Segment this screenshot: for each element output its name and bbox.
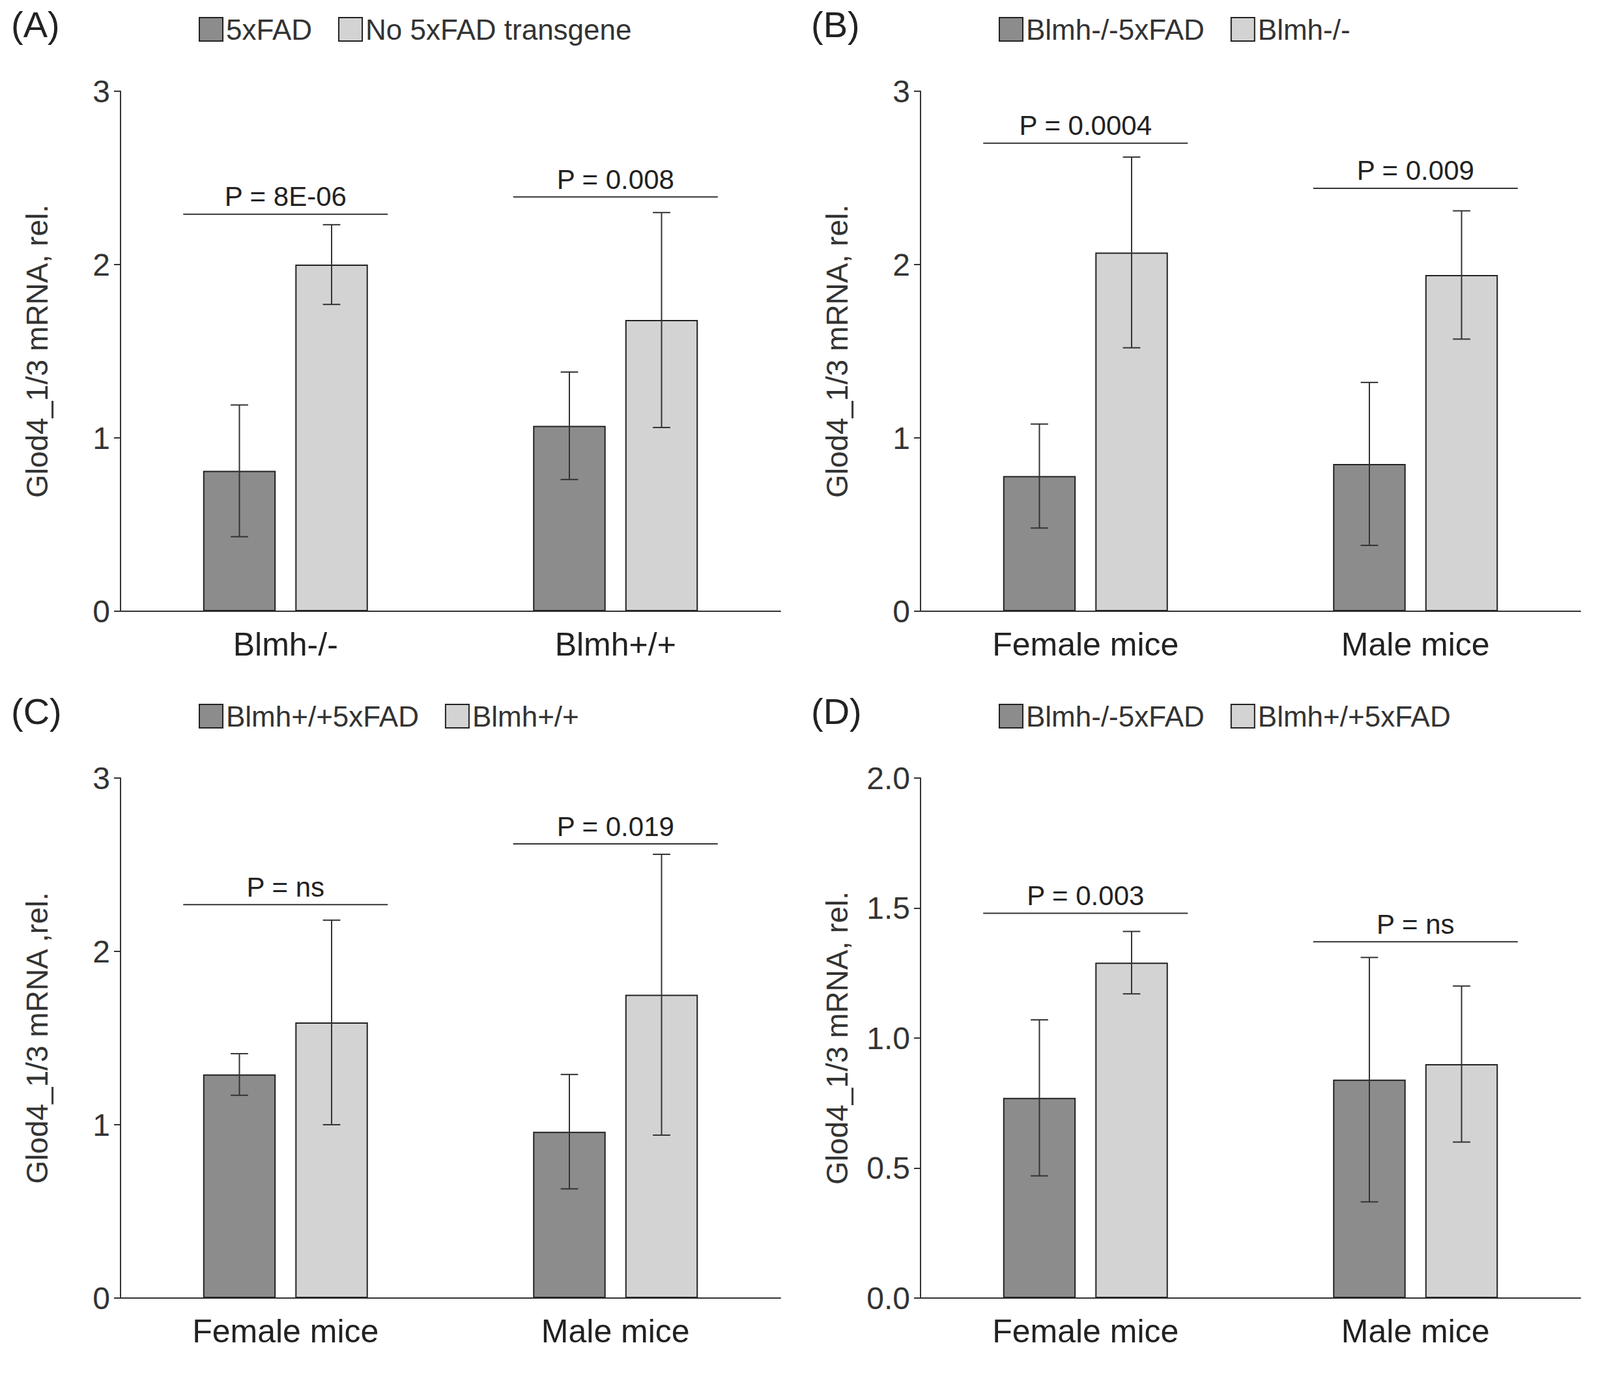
- svg-text:P = ns: P = ns: [246, 871, 325, 902]
- svg-text:(C): (C): [11, 689, 62, 731]
- svg-text:Glod4_1/3 mRNA, rel.: Glod4_1/3 mRNA, rel.: [820, 204, 855, 498]
- svg-text:1: 1: [92, 1106, 111, 1142]
- svg-text:2: 2: [892, 247, 911, 283]
- svg-text:Female mice: Female mice: [992, 626, 1179, 663]
- svg-text:P = 0.019: P = 0.019: [557, 810, 675, 842]
- svg-text:2: 2: [92, 247, 111, 283]
- svg-text:5xFAD: 5xFAD: [226, 13, 313, 46]
- svg-text:1: 1: [92, 420, 111, 456]
- svg-text:1.5: 1.5: [866, 890, 911, 926]
- svg-text:(A): (A): [11, 3, 60, 45]
- svg-text:(D): (D): [811, 689, 862, 731]
- svg-text:2.0: 2.0: [866, 760, 911, 795]
- svg-text:P = 0.008: P = 0.008: [557, 164, 675, 195]
- svg-text:Blmh+/+: Blmh+/+: [472, 699, 580, 732]
- svg-text:1: 1: [892, 420, 911, 456]
- svg-text:P = 0.003: P = 0.003: [1026, 879, 1144, 911]
- svg-text:0: 0: [92, 1280, 111, 1315]
- svg-text:Female mice: Female mice: [192, 1312, 379, 1350]
- svg-text:Blmh+/+: Blmh+/+: [555, 626, 677, 663]
- svg-text:0: 0: [92, 594, 111, 629]
- svg-text:Glod4_1/3 mRNA ,rel.: Glod4_1/3 mRNA ,rel.: [20, 891, 55, 1184]
- svg-text:(B): (B): [811, 3, 860, 45]
- svg-text:Blmh+/+5xFAD: Blmh+/+5xFAD: [226, 699, 419, 732]
- svg-text:Glod4_1/3 mRNA, rel.: Glod4_1/3 mRNA, rel.: [820, 891, 855, 1185]
- svg-text:P = 0.0004: P = 0.0004: [1018, 110, 1152, 141]
- svg-text:Blmh-/-: Blmh-/-: [1257, 13, 1351, 46]
- svg-text:Female mice: Female mice: [992, 1312, 1179, 1350]
- svg-text:3: 3: [892, 74, 911, 109]
- svg-text:0: 0: [892, 594, 911, 629]
- svg-text:Male mice: Male mice: [1341, 1312, 1490, 1350]
- svg-text:1.0: 1.0: [866, 1020, 911, 1055]
- svg-text:Male mice: Male mice: [1341, 626, 1490, 663]
- svg-text:P = 8E-06: P = 8E-06: [224, 181, 347, 212]
- svg-text:Male mice: Male mice: [541, 1312, 690, 1350]
- svg-text:Blmh-/-5xFAD: Blmh-/-5xFAD: [1026, 699, 1205, 732]
- svg-text:Blmh+/+5xFAD: Blmh+/+5xFAD: [1257, 699, 1451, 732]
- svg-text:P = ns: P = ns: [1376, 908, 1455, 939]
- svg-text:0.5: 0.5: [866, 1150, 911, 1186]
- svg-text:3: 3: [92, 74, 111, 109]
- svg-text:2: 2: [92, 933, 111, 969]
- svg-text:Blmh-/-: Blmh-/-: [233, 626, 339, 663]
- svg-text:3: 3: [92, 760, 111, 795]
- svg-text:Blmh-/-5xFAD: Blmh-/-5xFAD: [1026, 13, 1205, 46]
- svg-text:Glod4_1/3 mRNA, rel.: Glod4_1/3 mRNA, rel.: [20, 204, 55, 498]
- svg-text:0.0: 0.0: [866, 1280, 911, 1315]
- svg-text:P = 0.009: P = 0.009: [1357, 155, 1475, 186]
- svg-text:No 5xFAD transgene: No 5xFAD transgene: [365, 13, 632, 46]
